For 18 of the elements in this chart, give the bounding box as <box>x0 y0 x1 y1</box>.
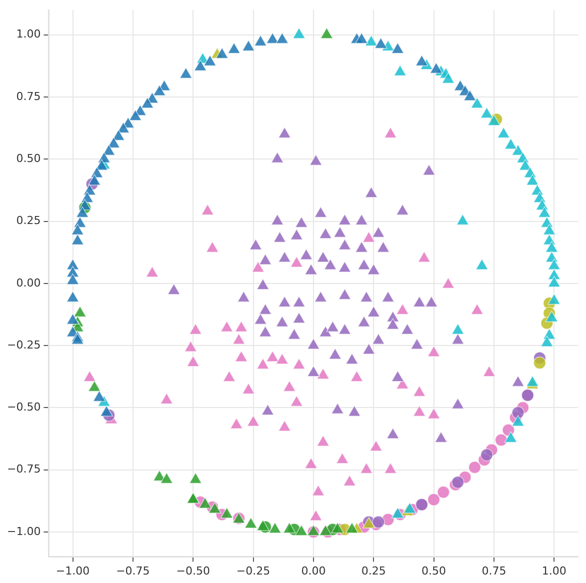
y-tick-label: −0.50 <box>6 400 41 414</box>
x-tick-label: 0.75 <box>482 564 506 578</box>
x-tick-label: −0.75 <box>116 564 150 578</box>
x-tick-label: −1.00 <box>56 564 90 578</box>
y-tick-label: 0.50 <box>16 152 41 165</box>
x-tick-label: −0.25 <box>236 564 270 578</box>
y-tick-label: 0.00 <box>16 276 41 290</box>
y-tick-label: −1.00 <box>6 524 41 538</box>
y-tick-label: −0.75 <box>6 462 41 476</box>
x-tick-label: 1.00 <box>542 564 566 578</box>
y-tick-label: 0.25 <box>16 214 41 228</box>
x-tick-label: −0.50 <box>176 564 210 578</box>
y-tick-label: 1.00 <box>16 28 41 41</box>
x-tick-label: 0.00 <box>301 564 326 578</box>
x-tick-label: 0.50 <box>422 564 446 578</box>
y-tick-label: 0.75 <box>16 90 41 103</box>
x-tick-label: 0.25 <box>361 564 386 578</box>
y-tick-label: −0.25 <box>6 338 41 352</box>
